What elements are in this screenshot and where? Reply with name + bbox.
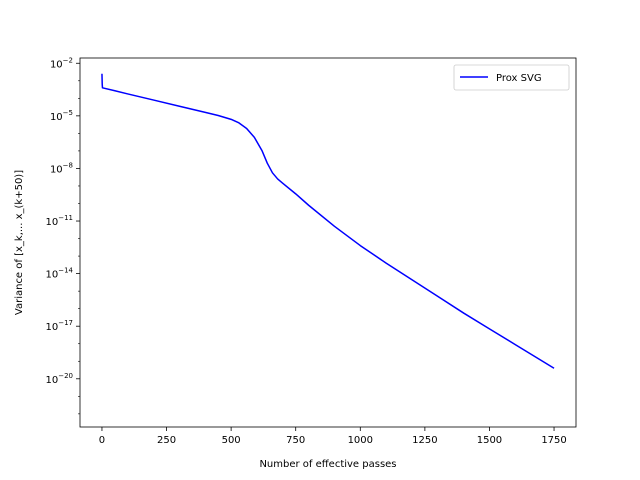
x-tick-label: 0: [99, 435, 105, 446]
legend-label-prox-svg: Prox SVG: [496, 73, 542, 84]
y-tick-label: 10−5: [50, 109, 73, 123]
x-tick-label: 500: [222, 435, 241, 446]
legend-box: [453, 64, 570, 91]
y-tick-label: 10−20: [45, 372, 73, 386]
y-axis-label: Variance of [x_k,... x_(k+50)]: [14, 170, 25, 315]
series-line-prox-svg: [101, 73, 555, 369]
x-tick-label: 1750: [541, 435, 566, 446]
y-tick-label: 10−11: [45, 214, 73, 228]
series-layer: [101, 73, 555, 369]
x-axis-label: Number of effective passes: [259, 459, 396, 470]
x-axis-ticks: 0 250 500 750 1000 1250 1500 1750: [99, 427, 567, 446]
y-tick-label: 10−8: [50, 161, 73, 175]
y-axis-ticks: 10−2 10−5 10−8 10−11 10−14 10−17 10−20: [45, 56, 80, 415]
x-tick-label: 1000: [348, 435, 373, 446]
y-tick-label: 10−2: [50, 56, 73, 70]
y-tick-label: 10−17: [45, 319, 73, 333]
x-tick-label: 1250: [412, 435, 437, 446]
y-tick-label: 10−14: [45, 267, 73, 281]
plot-area-frame: [79, 57, 577, 428]
x-tick-label: 750: [286, 435, 305, 446]
x-tick-label: 1500: [477, 435, 502, 446]
legend: Prox SVG: [453, 64, 570, 91]
x-tick-label: 250: [157, 435, 176, 446]
